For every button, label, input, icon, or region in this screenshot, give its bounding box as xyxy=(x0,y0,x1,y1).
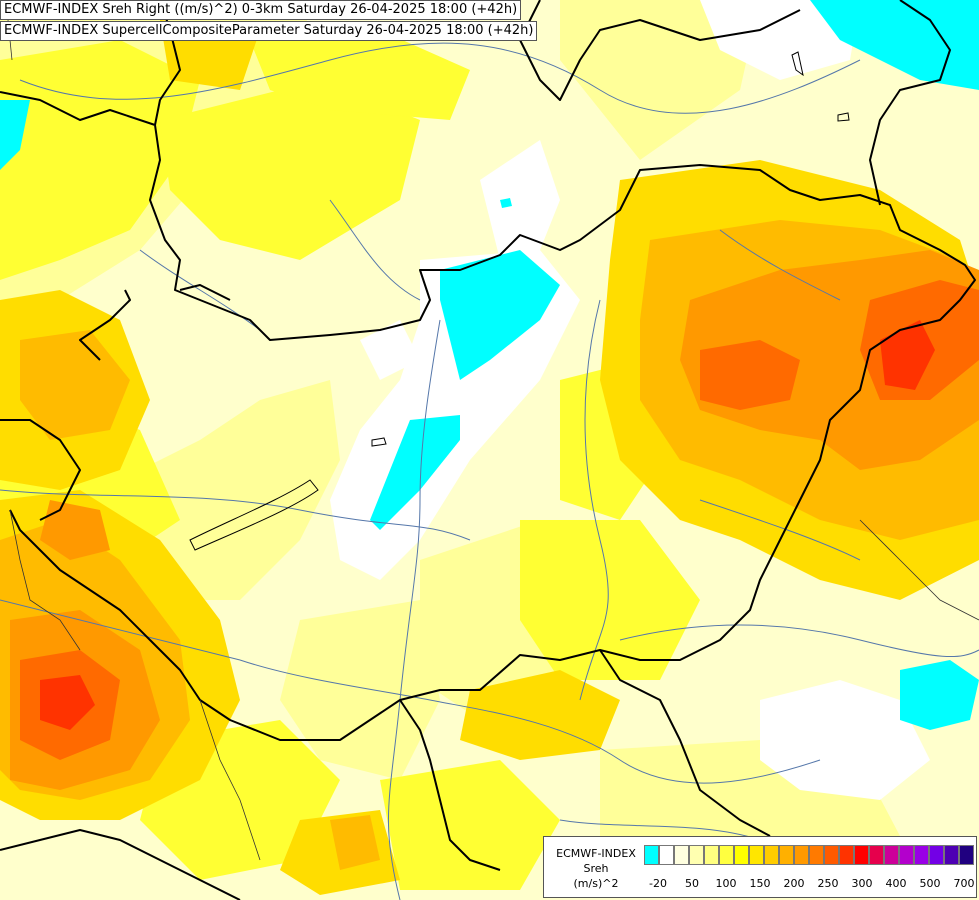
legend-swatch xyxy=(929,845,944,865)
legend-model: ECMWF-INDEX xyxy=(556,847,636,860)
legend-tick-label: 300 xyxy=(851,877,873,890)
legend-swatch xyxy=(704,845,719,865)
legend-tick-labels: -20 50 100 150 200 250 300 400 500 700 xyxy=(644,877,974,891)
legend-swatch xyxy=(884,845,899,865)
lakes xyxy=(189,51,850,551)
legend-swatch xyxy=(689,845,704,865)
legend-tick-label: -20 xyxy=(649,877,667,890)
legend-tick-label: 200 xyxy=(783,877,805,890)
legend-swatch xyxy=(914,845,929,865)
rivers xyxy=(0,42,979,900)
legend-swatch xyxy=(959,845,974,865)
legend-title: ECMWF-INDEX Sreh (m/s)^2 xyxy=(550,846,642,891)
legend-tick-label: 700 xyxy=(953,877,975,890)
legend-swatch xyxy=(944,845,959,865)
legend-swatch xyxy=(659,845,674,865)
legend-swatch xyxy=(854,845,869,865)
legend-swatch xyxy=(869,845,884,865)
legend-tick-label: 250 xyxy=(817,877,839,890)
sreh-cyan-areas xyxy=(0,0,979,730)
chart-title-line1: ECMWF-INDEX Sreh Right ((m/s)^2) 0-3km S… xyxy=(0,0,522,20)
legend-swatch xyxy=(899,845,914,865)
sreh-yellow-areas xyxy=(0,30,700,890)
legend-swatch xyxy=(794,845,809,865)
legend-swatch xyxy=(674,845,689,865)
sreh-red-areas xyxy=(40,320,935,730)
legend-tick-label: 400 xyxy=(885,877,907,890)
legend-swatch xyxy=(779,845,794,865)
legend-swatch xyxy=(839,845,854,865)
legend-swatch xyxy=(734,845,749,865)
legend-unit: (m/s)^2 xyxy=(573,877,619,890)
legend-variable: Sreh xyxy=(583,862,609,875)
legend-swatch xyxy=(749,845,764,865)
legend-tick-label: 100 xyxy=(715,877,737,890)
chart-title-line2: ECMWF-INDEX SupercellCompositeParameter … xyxy=(0,21,538,41)
legend-swatch xyxy=(719,845,734,865)
color-legend: ECMWF-INDEX Sreh (m/s)^2 -20 50 100 150 200 2… xyxy=(543,836,977,898)
legend-swatch xyxy=(764,845,779,865)
legend-swatch xyxy=(809,845,824,865)
legend-swatch xyxy=(644,845,659,865)
legend-tick-label: 150 xyxy=(749,877,771,890)
legend-tick-label: 500 xyxy=(919,877,941,890)
legend-tick-label: 50 xyxy=(685,877,699,890)
legend-swatch xyxy=(824,845,839,865)
